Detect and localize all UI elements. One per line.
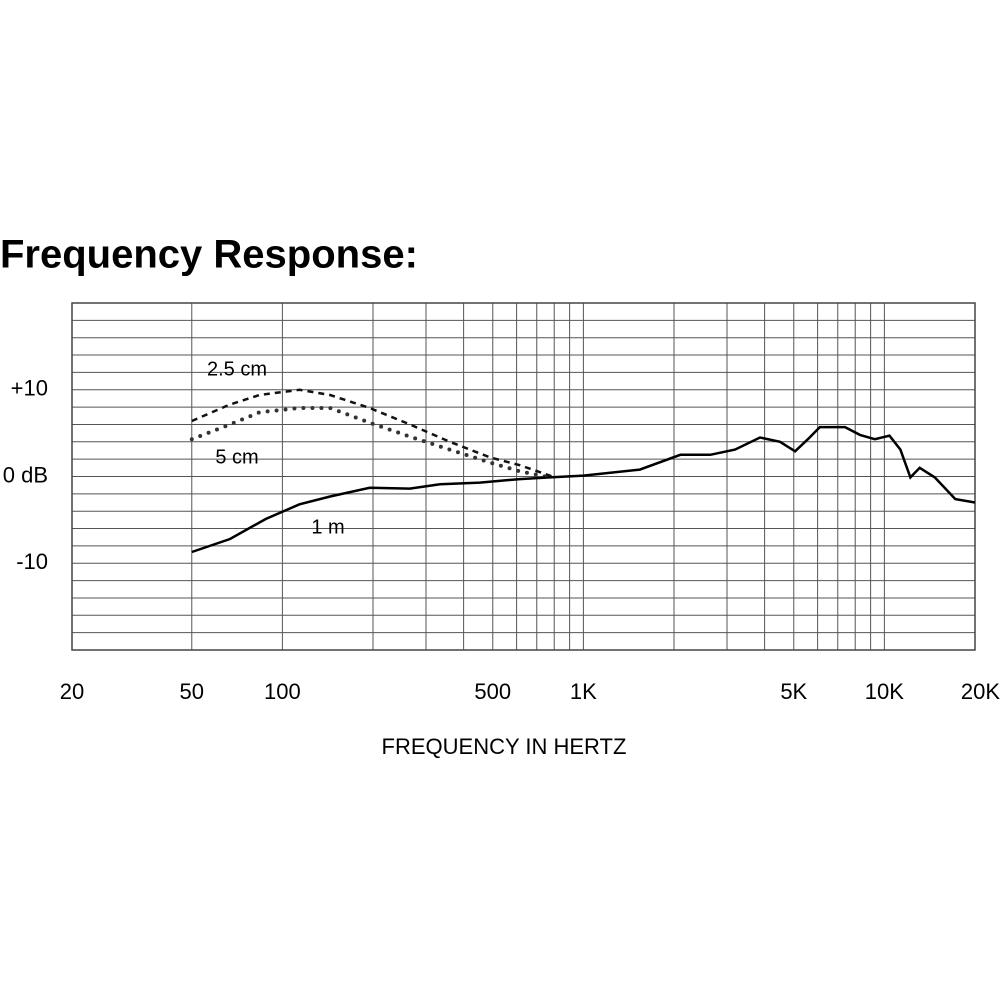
x-tick-label: 50 (180, 679, 204, 704)
x-tick-label: 100 (264, 679, 301, 704)
plot-frame (71, 302, 976, 651)
x-axis-label: FREQUENCY IN HERTZ (382, 734, 627, 759)
x-tick-label: 500 (474, 679, 511, 704)
y-tick-label: 0 dB (3, 462, 48, 487)
series-label: 1 m (311, 516, 344, 538)
y-tick-label: +10 (11, 376, 48, 401)
series-line (189, 406, 552, 480)
x-tick-label: 20K (961, 679, 1000, 704)
x-tick-label: 1K (570, 679, 597, 704)
x-tick-label: 5K (780, 679, 807, 704)
x-tick-label: 10K (865, 679, 904, 704)
series-label: 5 cm (215, 446, 258, 468)
chart-title: Frequency Response: (0, 233, 418, 277)
series-line (191, 425, 976, 554)
series-label: 2.5 cm (207, 358, 267, 380)
y-tick-label: -10 (16, 549, 48, 574)
x-tick-label: 20 (60, 679, 84, 704)
